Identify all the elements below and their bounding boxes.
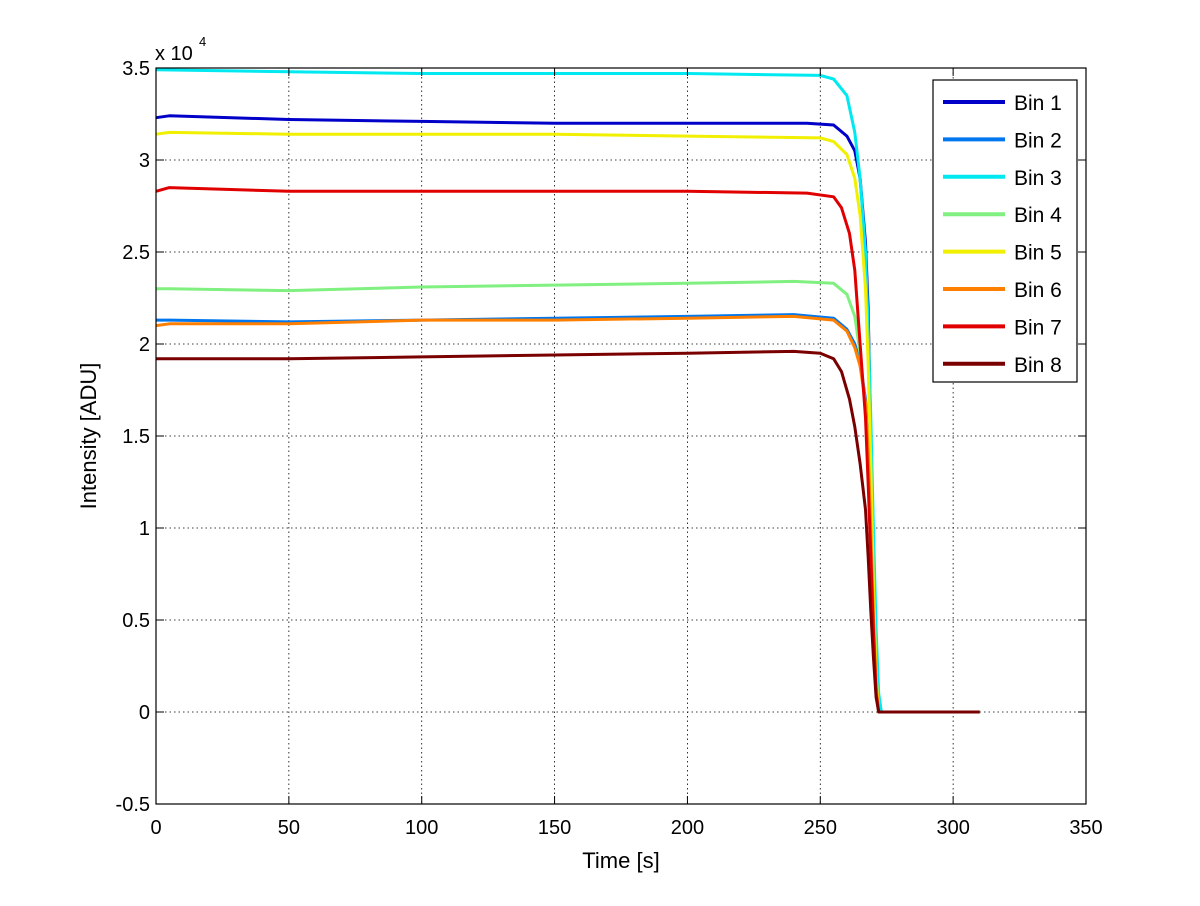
legend-box bbox=[932, 79, 1078, 383]
legend-label: Bin 6 bbox=[1014, 279, 1062, 302]
y-axis-label: Intensity [ADU] bbox=[76, 363, 101, 510]
y-multiplier-base: x 10 bbox=[155, 43, 193, 65]
y-tick-label: 0 bbox=[139, 702, 150, 724]
y-tick-label: 2 bbox=[139, 334, 150, 356]
legend-label: Bin 3 bbox=[1014, 167, 1062, 190]
series-line-bin-8 bbox=[156, 349, 980, 714]
x-tick-label: 200 bbox=[671, 817, 704, 839]
y-tick-label: 3.5 bbox=[122, 58, 150, 80]
x-axis-label: Time [s] bbox=[582, 848, 659, 873]
x-tick-label: 150 bbox=[538, 817, 571, 839]
x-tick-label: 0 bbox=[150, 817, 161, 839]
legend-label: Bin 7 bbox=[1014, 316, 1062, 339]
legend-label: Bin 5 bbox=[1014, 242, 1062, 265]
series-lines bbox=[155, 68, 980, 714]
y-tick-label: 0.5 bbox=[122, 610, 150, 632]
legend-label: Bin 8 bbox=[1014, 354, 1062, 377]
legend-label: Bin 1 bbox=[1014, 92, 1062, 115]
legend-label: Bin 2 bbox=[1014, 129, 1062, 152]
x-tick-label: 300 bbox=[936, 817, 969, 839]
y-tick-label: -0.5 bbox=[116, 794, 150, 816]
y-tick-label: 1 bbox=[139, 518, 150, 540]
x-tick-label: 50 bbox=[278, 817, 300, 839]
x-tick-label: 350 bbox=[1069, 817, 1102, 839]
y-tick-label: 3 bbox=[139, 150, 150, 172]
y-tick-label: 1.5 bbox=[122, 426, 150, 448]
x-tick-label: 250 bbox=[804, 817, 837, 839]
series-line-bin-3 bbox=[155, 68, 980, 714]
y-multiplier-exponent: 4 bbox=[199, 34, 206, 49]
legend-label: Bin 4 bbox=[1014, 204, 1062, 227]
y-tick-label: 2.5 bbox=[122, 242, 150, 264]
legend: Bin 1 Bin 2 Bin 3 Bin 4 Bin 5 Bin 6 Bin 7 Bin 8 bbox=[932, 79, 1078, 383]
axis-ticks: 0 50 100 150 200 250 300 350-0.500.511.522.533.… bbox=[116, 58, 1103, 839]
x-tick-label: 100 bbox=[405, 817, 438, 839]
